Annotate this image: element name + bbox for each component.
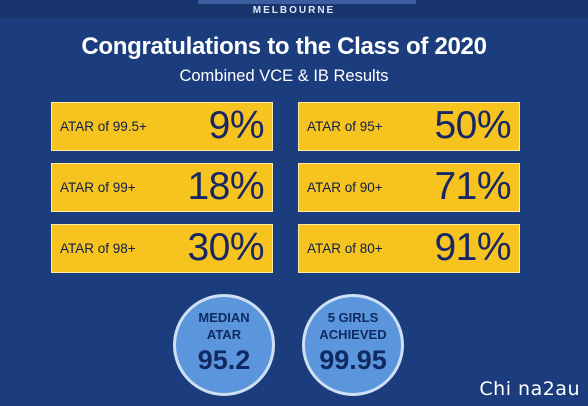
stat-label: ATAR of 99.5+ [60,119,147,134]
stat-box-atar-99-5: ATAR of 99.5+ 9% [51,102,273,151]
page-title: Congratulations to the Class of 2020 [81,33,487,60]
stat-box-atar-98: ATAR of 98+ 30% [51,224,273,273]
top-banner [0,0,588,18]
stat-label: ATAR of 95+ [307,119,383,134]
girls-achieved-circle: 5 GIRLS ACHIEVED 99.95 [302,294,404,396]
circle-label-line1: MEDIAN [198,310,250,325]
circle-label-line1: 5 GIRLS [327,310,379,325]
stat-label: ATAR of 98+ [60,241,136,256]
stat-box-atar-90: ATAR of 90+ 71% [298,163,520,212]
stat-value: 50% [434,104,511,147]
circle-label: MEDIAN ATAR [176,309,272,343]
circle-label-line2: ATAR [206,327,242,342]
brand-text: MELBOURNE [252,5,336,16]
stat-value: 18% [187,165,264,208]
page-subtitle: Combined VCE & IB Results [179,67,389,85]
circle-value: 95.2 [197,345,251,375]
stat-box-atar-99: ATAR of 99+ 18% [51,163,273,212]
stat-value: 9% [208,104,265,147]
stat-value: 91% [434,226,511,269]
circle-label-line2: ACHIEVED [319,327,387,342]
circle-value: 99.95 [319,345,387,375]
watermark: Chi na2au [479,378,580,400]
stat-label: ATAR of 90+ [307,180,383,195]
median-atar-circle: MEDIAN ATAR 95.2 [173,294,275,396]
stat-label: ATAR of 99+ [60,180,136,195]
logo-bar [198,0,416,4]
stat-value: 71% [434,165,511,208]
circle-label: 5 GIRLS ACHIEVED [305,309,401,343]
stat-box-atar-80: ATAR of 80+ 91% [298,224,520,273]
stat-label: ATAR of 80+ [307,241,383,256]
stat-value: 30% [187,226,264,269]
stat-box-atar-95: ATAR of 95+ 50% [298,102,520,151]
